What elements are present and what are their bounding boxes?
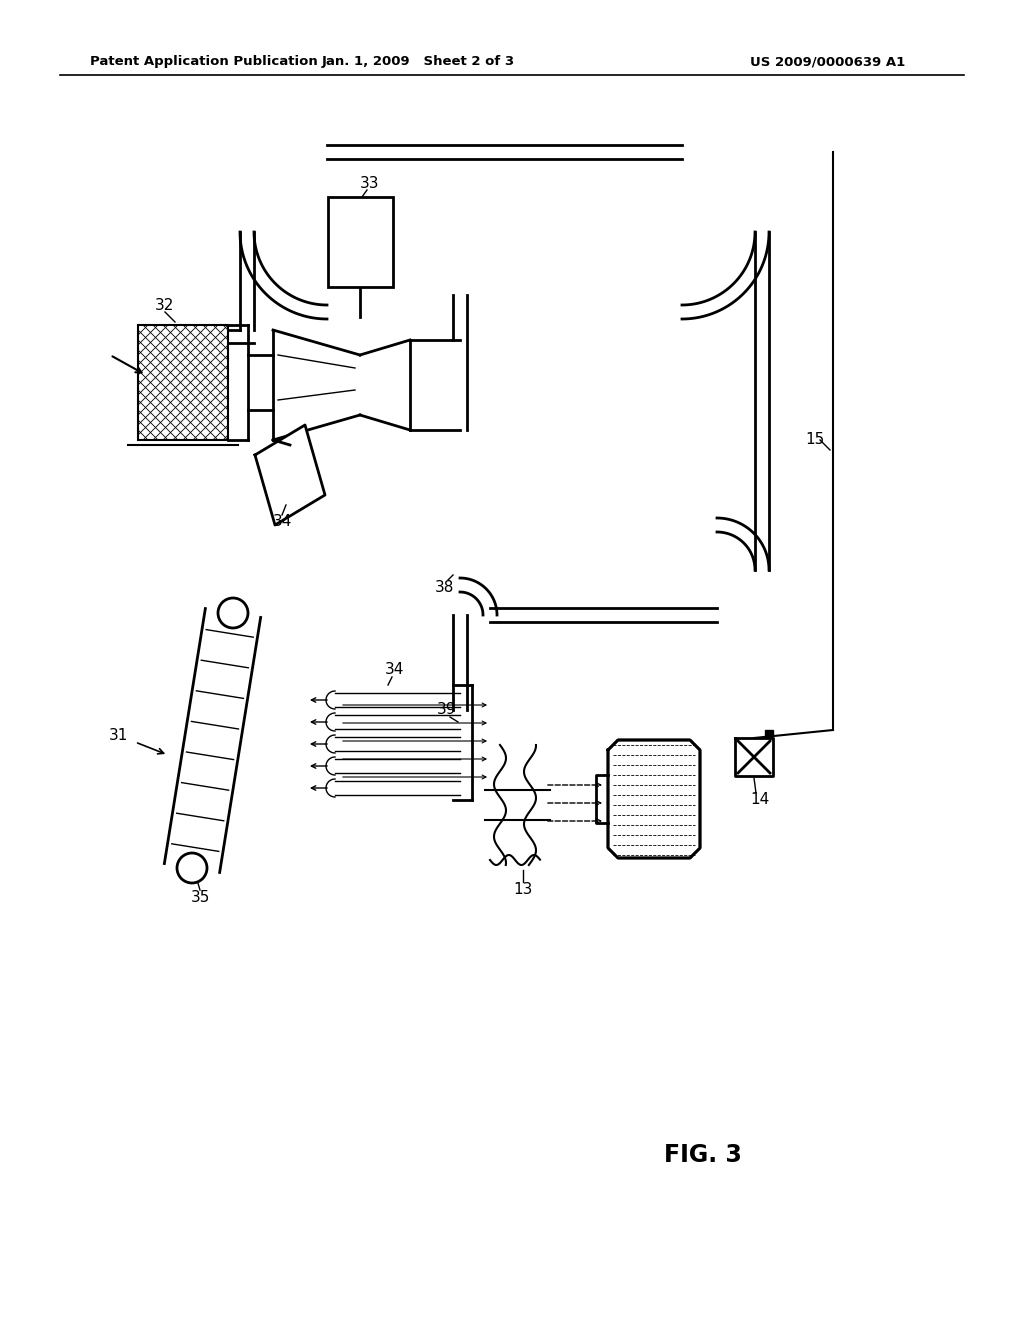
Text: 38: 38	[435, 579, 455, 594]
Text: Jan. 1, 2009   Sheet 2 of 3: Jan. 1, 2009 Sheet 2 of 3	[322, 55, 515, 69]
Circle shape	[218, 598, 248, 628]
Text: 15: 15	[805, 433, 824, 447]
Text: 31: 31	[109, 727, 128, 742]
Polygon shape	[255, 425, 325, 525]
Text: 14: 14	[751, 792, 770, 808]
Text: FIG. 3: FIG. 3	[664, 1143, 742, 1167]
Text: Patent Application Publication: Patent Application Publication	[90, 55, 317, 69]
Polygon shape	[608, 741, 700, 858]
Text: 32: 32	[156, 297, 175, 313]
Text: 39: 39	[437, 702, 457, 718]
Bar	[328, 197, 393, 286]
Text: US 2009/0000639 A1: US 2009/0000639 A1	[750, 55, 905, 69]
Text: 34: 34	[385, 663, 404, 677]
Text: 35: 35	[190, 890, 210, 904]
Text: 34: 34	[272, 515, 292, 529]
Polygon shape	[735, 738, 773, 776]
Polygon shape	[765, 730, 773, 738]
Circle shape	[177, 853, 207, 883]
Text: 13: 13	[513, 883, 532, 898]
Bar	[138, 325, 228, 440]
Text: 33: 33	[360, 176, 380, 190]
